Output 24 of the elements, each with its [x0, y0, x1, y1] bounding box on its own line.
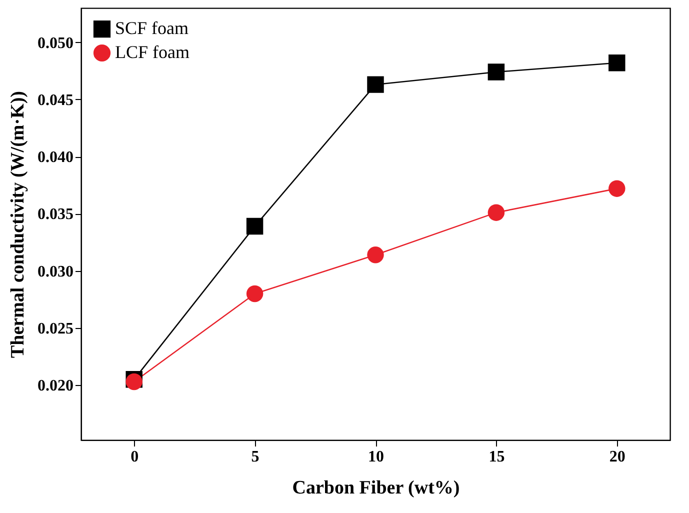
- y-tick-label: 0.025: [38, 320, 74, 338]
- y-tick-label: 0.050: [38, 34, 74, 52]
- y-tick-label: 0.030: [38, 263, 74, 280]
- x-tick-label: 10: [368, 448, 384, 466]
- point: [246, 218, 264, 235]
- x-tick-label: 20: [609, 448, 626, 466]
- point: [608, 180, 626, 197]
- point: [246, 285, 264, 302]
- y-axis-title: Thermal conductivity (W/(m·K)): [8, 90, 28, 358]
- legend-label: SCF foam: [115, 18, 189, 38]
- point: [488, 204, 505, 221]
- x-tick-label: 15: [488, 448, 505, 466]
- point: [608, 54, 626, 72]
- y-tick-label: 0.035: [38, 206, 74, 224]
- y-tick-label: 0.040: [38, 149, 74, 166]
- y-tick-label: 0.020: [38, 378, 74, 395]
- x-tick-label: 5: [251, 448, 260, 466]
- point: [488, 64, 505, 80]
- legend-label: LCF foam: [115, 42, 190, 62]
- point: [367, 76, 384, 93]
- y-tick-label: 0.045: [38, 92, 74, 109]
- x-axis-title: Carbon Fiber (wt%): [292, 478, 460, 498]
- x-tick-label: 0: [130, 448, 139, 466]
- point: [367, 246, 384, 264]
